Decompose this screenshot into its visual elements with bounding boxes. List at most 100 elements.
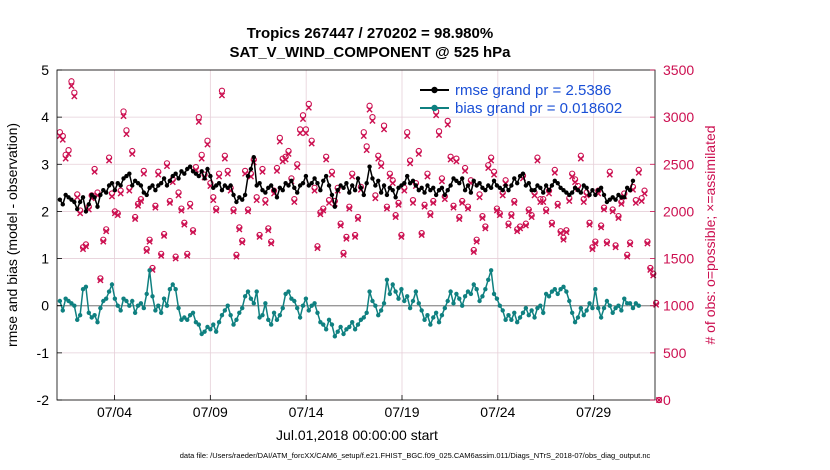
obs-assimilated-stroke [644, 240, 651, 247]
bias-point [208, 327, 213, 332]
bias-point [486, 277, 491, 282]
obs-assimilated-point [554, 202, 561, 209]
obs-assimilated-stroke [189, 229, 197, 236]
obs-assimilated-stroke [609, 208, 616, 215]
obs-assimilated-stroke [372, 195, 379, 202]
obs-assimilated-stroke [398, 233, 405, 240]
bias-point [347, 324, 352, 330]
bias-point [271, 310, 277, 315]
x-axis-ticks: 07/04 07/09 07/14 07/19 07/24 07/29 [97, 395, 611, 420]
obs-assimilated-stroke [369, 117, 376, 125]
obs-assimilated-point [314, 245, 321, 252]
obs-assimilated-stroke [155, 171, 162, 178]
obs-assimilated-point [311, 187, 318, 194]
obs-assimilated-point [473, 238, 480, 245]
obs-assimilated-point [447, 156, 454, 163]
obs-assimilated-stroke [366, 106, 373, 113]
bias-point [459, 303, 465, 308]
obs-assimilated-point [328, 171, 336, 178]
y-right-axis-label: # of obs: o=possible; ×=assimilated [702, 125, 718, 344]
rmse-point [103, 190, 109, 195]
bias-point [552, 287, 558, 292]
obs-assimilated-stroke [453, 158, 460, 165]
obs-assimilated-stroke [548, 221, 556, 228]
bias-point [326, 317, 332, 323]
bias-point [387, 291, 393, 297]
rmse-point [130, 183, 135, 188]
rmse-point [95, 204, 100, 209]
y-left-tick-label: 4 [41, 109, 49, 125]
bias-point [98, 305, 103, 311]
obs-assimilated-point [363, 147, 370, 154]
bias-point [462, 294, 468, 299]
bias-point [402, 298, 407, 304]
obs-assimilated-point [265, 227, 272, 234]
obs-possible-point [366, 102, 373, 109]
obs-assimilated-stroke [163, 163, 171, 170]
rmse-point [127, 171, 132, 176]
obs-assimilated-point [305, 104, 312, 111]
obs-assimilated-stroke [65, 150, 72, 158]
bias-point [587, 301, 592, 306]
bias-point [636, 303, 641, 308]
obs-assimilated-stroke [59, 136, 66, 143]
rmse-point [57, 197, 63, 202]
obs-assimilated-stroke [624, 253, 631, 260]
bias-point [254, 289, 259, 294]
obs-assimilated-point [325, 199, 333, 207]
obs-assimilated-stroke [97, 277, 104, 284]
bias-point [520, 310, 526, 315]
obs-assimilated-point [268, 240, 275, 247]
obs-assimilated-stroke [543, 208, 550, 215]
rmse-point [471, 178, 476, 183]
rmse-point [538, 185, 543, 191]
bias-point [451, 301, 456, 306]
bias-point [132, 310, 138, 315]
y-right-tick-label: 1000 [663, 298, 694, 314]
rmse-point [593, 192, 598, 198]
bias-point [503, 317, 508, 323]
obs-assimilated-stroke [401, 187, 408, 194]
obs-assimilated-point [485, 164, 492, 172]
obs-assimilated-stroke [415, 150, 422, 158]
y-left-tick-label: 5 [41, 62, 49, 78]
obs-assimilated-point [297, 130, 304, 137]
obs-assimilated-point [496, 212, 503, 219]
bias-point [118, 308, 123, 313]
bias-point [370, 298, 375, 304]
obs-assimilated-point [62, 155, 69, 162]
bias-point [237, 310, 242, 315]
obs-assimilated-stroke [647, 266, 654, 273]
obs-assimilated-stroke [592, 240, 599, 247]
obs-assimilated-point [459, 199, 466, 207]
obs-assimilated-stroke [473, 238, 480, 245]
obs-assimilated-point [65, 150, 72, 158]
obs-assimilated-stroke [343, 235, 350, 242]
bias-point [240, 305, 245, 311]
obs-assimilated-point [221, 155, 228, 162]
obs-assimilated-stroke [247, 173, 254, 180]
bias-point [584, 308, 589, 313]
obs-assimilated-point [152, 204, 159, 211]
rmse-point [164, 183, 170, 188]
obs-possible-point [218, 87, 226, 94]
bias-point [156, 303, 161, 308]
obs-assimilated-stroke [632, 199, 639, 207]
obs-assimilated-point [323, 156, 330, 163]
rmse-point [587, 192, 592, 198]
obs-assimilated-point [505, 222, 512, 229]
rmse-point [150, 183, 155, 188]
obs-assimilated-point [256, 233, 263, 240]
obs-possible-point [444, 117, 451, 125]
rmse-point [263, 190, 268, 195]
obs-assimilated-stroke [525, 208, 532, 215]
obs-assimilated-point [108, 193, 116, 200]
rmse-point [182, 171, 187, 176]
bias-point [153, 308, 158, 313]
bias-point [60, 308, 65, 313]
obs-assimilated-point [132, 215, 139, 223]
rmse-point [541, 190, 546, 195]
bias-series [57, 268, 641, 339]
legend-rmse-marker [431, 86, 438, 94]
obs-assimilated-point [120, 113, 127, 120]
